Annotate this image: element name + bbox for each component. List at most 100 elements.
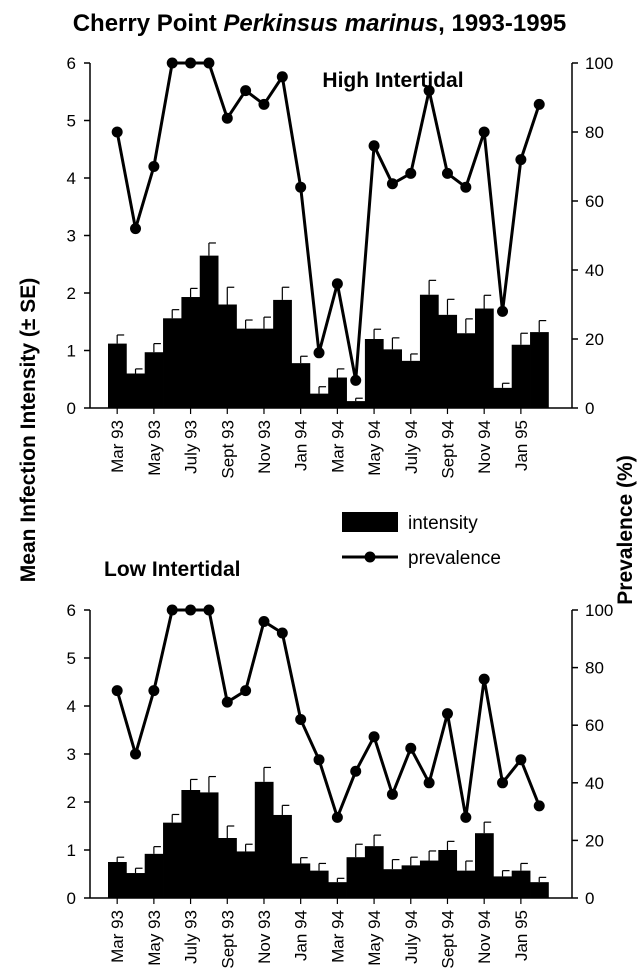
prevalence-point [405, 742, 417, 754]
intensity-bar [144, 352, 164, 408]
prevalence-point [405, 167, 417, 179]
prevalence-point [423, 85, 435, 97]
intensity-bar [456, 333, 476, 408]
intensity-bar [346, 401, 366, 408]
legend: intensity prevalence [342, 512, 501, 569]
prevalence-point [313, 347, 325, 359]
x-tick-label: Sept 93 [218, 420, 237, 479]
y-tick-label-right: 20 [585, 330, 604, 349]
intensity-bar [181, 790, 201, 898]
intensity-bar [475, 833, 494, 898]
prevalence-point [166, 604, 178, 616]
x-tick-label: Mar 93 [108, 420, 127, 473]
x-tick-label: May 94 [365, 910, 384, 966]
prevalence-point [185, 604, 197, 616]
panel-title: High Intertidal [322, 69, 463, 92]
title-suffix: , 1993-1995 [438, 10, 567, 37]
x-tick-label: Mar 94 [328, 910, 347, 963]
y-tick-label-right: 80 [585, 123, 604, 142]
prevalence-point [111, 685, 123, 697]
intensity-bar [511, 870, 531, 898]
legend-prevalence-label: prevalence [408, 548, 501, 569]
intensity-bar [309, 393, 329, 408]
legend-intensity-label: intensity [408, 513, 478, 534]
intensity-bar [273, 299, 292, 408]
y-tick-label-left: 0 [67, 399, 76, 418]
prevalence-point [497, 305, 509, 317]
prevalence-line [115, 608, 541, 822]
intensity-bar [456, 870, 476, 898]
y-tick-label-left: 3 [67, 227, 76, 246]
y-tick-label-right: 0 [585, 889, 594, 908]
intensity-bar [291, 363, 311, 408]
intensity-bar [346, 857, 366, 898]
prevalence-point [533, 98, 545, 110]
prevalence-point [441, 708, 453, 720]
y-tick-label-right: 0 [585, 399, 594, 418]
x-tick-label: May 94 [365, 420, 384, 476]
x-tick-label: Jan 94 [292, 420, 311, 471]
prevalence-point [258, 616, 270, 628]
prevalence-point [497, 777, 509, 789]
intensity-bar [383, 349, 402, 408]
intensity-bar [530, 882, 549, 898]
prevalence-point [350, 765, 362, 777]
prevalence-point [203, 57, 215, 69]
x-tick-label: May 93 [145, 420, 164, 476]
prevalence-point [276, 627, 288, 639]
intensity-bar [328, 377, 347, 408]
x-tick-label: Nov 93 [255, 420, 274, 474]
x-tick-label: Sept 93 [218, 910, 237, 969]
y-tick-label-left: 0 [67, 889, 76, 908]
intensity-bar [530, 332, 549, 408]
y-tick-label-left: 2 [67, 793, 76, 812]
prevalence-point [313, 754, 325, 766]
prevalence-point [221, 112, 233, 124]
intensity-bar [199, 255, 219, 408]
x-tick-label: Jan 95 [512, 910, 531, 961]
prevalence-point [185, 57, 197, 69]
intensity-bar [493, 876, 513, 898]
prevalence-point [515, 154, 527, 166]
intensity-bar [364, 846, 384, 898]
y-tick-label-left: 5 [67, 649, 76, 668]
intensity-bar [419, 860, 439, 898]
prevalence-point [166, 57, 178, 69]
y-tick-label-left: 4 [67, 697, 76, 716]
intensity-bar [475, 308, 494, 408]
prevalence-point [111, 126, 123, 138]
prevalence-point [386, 178, 398, 190]
prevalence-point [478, 126, 490, 138]
x-tick-label: Mar 94 [328, 420, 347, 473]
intensity-bar [126, 873, 146, 898]
intensity-bar [144, 853, 164, 898]
x-tick-label: July 93 [182, 910, 201, 964]
intensity-bar [126, 373, 146, 408]
intensity-bar [401, 865, 421, 898]
y-tick-label-left: 2 [67, 284, 76, 303]
prevalence-point [478, 673, 490, 685]
y-tick-label-left: 1 [67, 342, 76, 361]
legend-prevalence-marker [364, 551, 376, 563]
prevalence-point [460, 811, 472, 823]
x-tick-label: Sept 94 [438, 910, 457, 969]
x-tick-label: July 94 [402, 420, 421, 474]
x-tick-label: Sept 94 [438, 420, 457, 479]
prevalence-point [295, 181, 307, 193]
intensity-bar [328, 882, 347, 898]
prevalence-point [240, 85, 252, 97]
prevalence-point [460, 181, 472, 193]
prevalence-point [130, 223, 142, 235]
prevalence-point [240, 685, 252, 697]
intensity-bar [236, 851, 256, 898]
intensity-bar [218, 838, 237, 898]
x-tick-label: May 93 [145, 910, 164, 966]
title-prefix: Cherry Point [72, 10, 224, 37]
y-tick-label-left: 6 [67, 601, 76, 620]
intensity-bar [438, 314, 458, 408]
prevalence-point [295, 713, 307, 725]
prevalence-point [203, 604, 215, 616]
x-tick-label: Jan 94 [292, 910, 311, 961]
